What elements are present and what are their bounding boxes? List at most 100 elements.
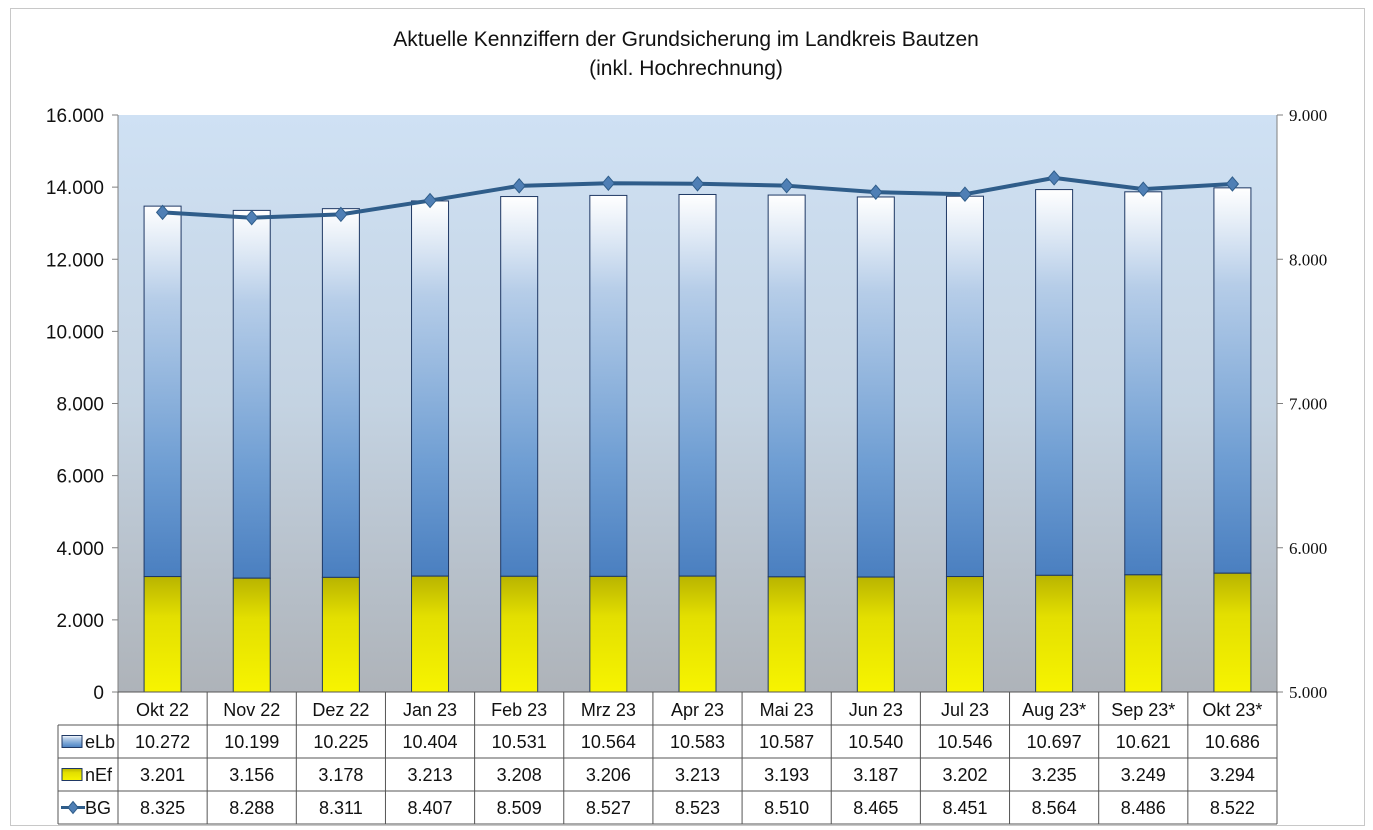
data-label: 10.583 — [670, 732, 725, 752]
legend-key-nef — [61, 768, 83, 781]
y-tick-label: 2.000 — [56, 611, 104, 632]
y2-tick-label: 9.000 — [1289, 106, 1327, 125]
data-label: 3.187 — [853, 765, 898, 785]
legend-key-elb — [61, 735, 83, 748]
y2-tick-label: 8.000 — [1289, 250, 1327, 269]
data-label: 8.311 — [319, 798, 363, 818]
x-tick-label: Aug 23* — [1022, 700, 1086, 720]
y-tick-label: 16.000 — [46, 106, 104, 127]
y-tick-label: 6.000 — [56, 467, 104, 488]
legend-key-bg-marker — [67, 800, 79, 815]
bar-elb — [321, 208, 360, 578]
point-bg — [512, 178, 526, 194]
x-tick-label: Nov 22 — [223, 700, 280, 720]
x-tick-label: Mai 23 — [760, 700, 814, 720]
bar-elb — [589, 194, 628, 577]
chart-frame — [10, 8, 1365, 826]
point-bg — [245, 209, 259, 226]
data-label: 10.531 — [492, 732, 547, 752]
data-label: 8.451 — [942, 798, 987, 818]
y-tick-label: 0 — [93, 683, 104, 704]
x-tick-label: Mrz 23 — [581, 700, 636, 720]
bar-nef — [1035, 574, 1074, 693]
data-label: 10.225 — [313, 732, 368, 752]
data-label: 8.486 — [1121, 798, 1166, 818]
y2-tick-label: 7.000 — [1289, 395, 1327, 414]
x-tick-label: Dez 22 — [312, 700, 369, 720]
y-tick-label: 4.000 — [56, 539, 104, 560]
x-tick-label: Jun 23 — [849, 700, 903, 720]
bar-nef — [767, 576, 806, 693]
point-bg — [1136, 181, 1150, 197]
bar-elb — [767, 194, 806, 578]
data-label: 10.686 — [1205, 732, 1260, 752]
data-label: 3.193 — [764, 765, 809, 785]
bar-elb — [411, 200, 450, 577]
data-label: 3.249 — [1121, 765, 1166, 785]
data-label: 10.199 — [224, 732, 279, 752]
x-tick-label: Sep 23* — [1111, 700, 1175, 720]
bar-elb — [678, 193, 717, 577]
x-tick-label: Feb 23 — [491, 700, 547, 720]
data-label: 8.407 — [408, 798, 453, 818]
point-bg — [958, 186, 972, 202]
data-label: 3.206 — [586, 765, 631, 785]
point-bg — [155, 204, 170, 221]
x-tick-label: Apr 23 — [671, 700, 724, 720]
point-bg — [334, 206, 348, 223]
point-bg — [690, 176, 705, 192]
data-label: 8.522 — [1210, 798, 1255, 818]
legend-label: eLb — [85, 732, 115, 752]
bar-nef — [143, 576, 182, 693]
data-label: 10.540 — [848, 732, 903, 752]
x-tick-label: Jan 23 — [403, 700, 457, 720]
y-tick-label: 8.000 — [56, 395, 104, 416]
data-label: 3.202 — [942, 765, 987, 785]
bar-nef — [232, 577, 271, 693]
y-tick-label: 10.000 — [46, 322, 104, 343]
bar-elb — [1213, 187, 1252, 574]
data-label: 3.178 — [318, 765, 363, 785]
bar-elb — [232, 209, 271, 579]
point-bg — [601, 175, 616, 191]
data-label: 3.294 — [1210, 765, 1255, 785]
data-label: 10.272 — [135, 732, 190, 752]
data-label: 3.235 — [1032, 765, 1077, 785]
data-label: 8.325 — [140, 798, 185, 818]
y2-tick-label: 5.000 — [1289, 683, 1327, 702]
data-label: 8.564 — [1032, 798, 1077, 818]
data-label: 10.621 — [1116, 732, 1171, 752]
data-label: 3.156 — [229, 765, 274, 785]
point-bg — [1225, 176, 1240, 192]
data-label: 3.213 — [675, 765, 720, 785]
data-label: 3.201 — [140, 765, 185, 785]
chart-subtitle: (inkl. Hochrechnung) — [589, 57, 783, 80]
point-bg — [1047, 170, 1061, 186]
data-label: 10.404 — [403, 732, 458, 752]
bar-elb — [1035, 189, 1074, 576]
y2-tick-label: 6.000 — [1289, 539, 1327, 558]
chart-title: Aktuelle Kennziffern der Grundsicherung … — [393, 28, 979, 51]
data-label: 10.587 — [759, 732, 814, 752]
bar-elb — [500, 196, 539, 577]
bar-nef — [1124, 574, 1163, 693]
bar-nef — [856, 576, 895, 693]
x-tick-label: Okt 22 — [136, 700, 189, 720]
bar-nef — [321, 576, 360, 693]
bar-nef — [411, 575, 450, 693]
data-label: 8.523 — [675, 798, 720, 818]
y-tick-label: 14.000 — [46, 178, 104, 199]
x-tick-label: Okt 23* — [1202, 700, 1262, 720]
data-label: 8.510 — [764, 798, 809, 818]
data-label: 3.208 — [497, 765, 542, 785]
bar-nef — [945, 576, 984, 693]
data-label: 3.213 — [408, 765, 453, 785]
bar-elb — [945, 195, 984, 578]
legend-label: BG — [85, 798, 111, 818]
bar-nef — [500, 575, 539, 693]
data-label: 8.465 — [853, 798, 898, 818]
data-label: 8.288 — [229, 798, 274, 818]
data-label: 8.527 — [586, 798, 631, 818]
data-label: 10.564 — [581, 732, 636, 752]
